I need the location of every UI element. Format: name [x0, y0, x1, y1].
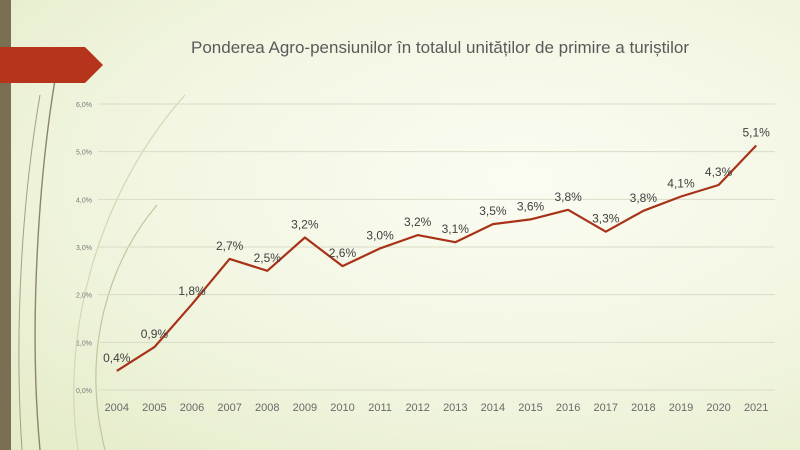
- data-label: 1,8%: [178, 284, 206, 298]
- y-tick-label: 2,0%: [76, 293, 92, 300]
- data-label: 3,2%: [291, 217, 319, 231]
- data-label: 4,1%: [667, 176, 695, 190]
- x-tick-label: 2005: [142, 402, 166, 414]
- x-tick-label: 2017: [594, 402, 618, 414]
- x-tick-label: 2007: [217, 402, 241, 414]
- data-label: 4,3%: [705, 165, 733, 179]
- y-tick-label: 6,0%: [76, 102, 92, 109]
- data-label: 3,5%: [479, 204, 507, 218]
- y-tick-label: 1,0%: [76, 340, 92, 347]
- x-tick-label: 2019: [669, 402, 693, 414]
- x-tick-label: 2016: [556, 402, 580, 414]
- x-tick-label: 2011: [368, 402, 392, 414]
- data-label: 2,5%: [254, 251, 282, 265]
- data-label: 3,3%: [592, 212, 620, 226]
- series: [116, 144, 757, 372]
- x-tick-label: 2009: [293, 402, 317, 414]
- x-tick-label: 2012: [405, 402, 429, 414]
- data-label: 3,2%: [404, 215, 432, 229]
- data-label: 2,7%: [216, 239, 244, 253]
- data-label: 5,1%: [743, 125, 771, 139]
- data-label: 3,8%: [554, 190, 582, 204]
- x-tick-label: 2018: [631, 402, 655, 414]
- x-tick-label: 2014: [481, 402, 505, 414]
- x-tick-label: 2010: [330, 402, 354, 414]
- left-accent-bar: [0, 0, 11, 450]
- data-label: 3,1%: [442, 222, 470, 236]
- gridlines: [98, 103, 775, 391]
- y-tick-label: 3,0%: [76, 245, 92, 252]
- y-axis-ticks: 0,0% 1,0% 2,0% 3,0% 4,0% 5,0% 6,0%: [76, 102, 92, 395]
- x-tick-label: 2008: [255, 402, 279, 414]
- title-accent-tab: [0, 47, 103, 83]
- data-labels: 0,4% 0,9% 1,8% 2,7% 2,5% 3,2% 2,6% 3,0% 3,2% 3,1%…: [103, 125, 770, 364]
- data-label: 0,9%: [141, 327, 169, 341]
- data-label: 0,4%: [103, 351, 131, 365]
- series-line: [116, 144, 757, 372]
- data-label: 3,0%: [366, 228, 394, 242]
- x-tick-label: 2021: [744, 402, 768, 414]
- y-tick-label: 0,0%: [76, 388, 92, 395]
- data-label: 3,8%: [630, 191, 658, 205]
- x-tick-label: 2013: [443, 402, 467, 414]
- x-tick-label: 2004: [105, 402, 129, 414]
- x-axis-ticks: 2004 2005 2006 2007 2008 2009 2010 2011 2012 2013…: [105, 402, 769, 414]
- x-tick-label: 2006: [180, 402, 204, 414]
- data-label: 2,6%: [329, 246, 357, 260]
- x-tick-label: 2020: [706, 402, 730, 414]
- y-tick-label: 4,0%: [76, 197, 92, 204]
- data-label: 3,6%: [517, 199, 545, 213]
- x-tick-label: 2015: [518, 402, 542, 414]
- y-tick-label: 5,0%: [76, 150, 92, 157]
- chart-title: Ponderea Agro-pensiunilor în totalul uni…: [191, 38, 689, 57]
